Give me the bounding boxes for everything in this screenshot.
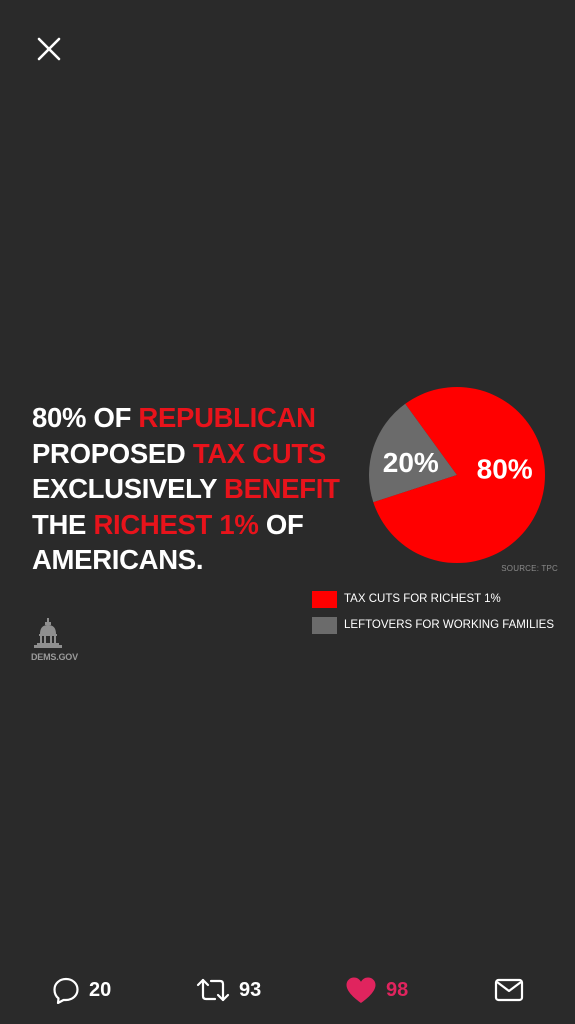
legend-label: LEFTOVERS FOR WORKING FAMILIES <box>344 619 555 631</box>
logo-text: DEMS.GOV <box>31 652 78 662</box>
legend-label: TAX CUTS FOR RICHEST 1% <box>344 593 501 605</box>
retweet-button[interactable]: 93 <box>196 970 261 1010</box>
legend-item: TAX CUTS FOR RICHEST 1% <box>312 590 554 608</box>
reply-count: 20 <box>89 978 112 1001</box>
pie-chart-svg: 20% 80% <box>369 387 545 563</box>
chart-source: SOURCE: TPC <box>501 564 558 573</box>
envelope-icon <box>494 978 524 1002</box>
pie-slice-tax-cuts <box>373 387 545 563</box>
heart-icon <box>346 977 376 1003</box>
close-icon <box>37 37 61 61</box>
infographic-image[interactable]: 80% OF REPUBLICAN PROPOSED TAX CUTS EXCL… <box>0 370 575 680</box>
headline-seg-red: RICHEST 1% <box>93 508 259 540</box>
pie-label-80: 80% <box>477 454 533 485</box>
retweet-count: 93 <box>239 978 262 1001</box>
headline-seg: THE <box>32 508 94 540</box>
headline-seg: OF AMERICANS. <box>32 508 304 576</box>
share-button[interactable] <box>494 970 524 1010</box>
reply-button[interactable]: 20 <box>52 970 111 1010</box>
like-count: 98 <box>386 978 409 1001</box>
headline-seg-red: BENEFIT <box>224 473 340 504</box>
legend-item: LEFTOVERS FOR WORKING FAMILIES <box>312 616 554 634</box>
pie-label-20: 20% <box>383 447 439 478</box>
pie-slice-leftovers <box>369 403 457 503</box>
dems-gov-logo: DEMS.GOV <box>31 618 78 664</box>
headline-seg-red: TAX CUTS <box>192 437 326 469</box>
close-button[interactable] <box>34 34 64 64</box>
headline-seg: 80% OF <box>32 402 139 433</box>
headline-seg-red: REPUBLICAN <box>138 402 316 433</box>
legend-swatch-gray <box>312 616 337 634</box>
retweet-icon <box>196 978 230 1002</box>
reply-icon <box>53 977 79 1004</box>
headline-seg: PROPOSED <box>32 437 193 469</box>
chart-legend: TAX CUTS FOR RICHEST 1% LEFTOVERS FOR WO… <box>312 590 554 642</box>
legend-swatch-red <box>312 590 337 608</box>
tweet-actions: 20 93 98 <box>0 970 575 1010</box>
headline: 80% OF REPUBLICAN PROPOSED TAX CUTS EXCL… <box>32 400 352 578</box>
headline-seg: EXCLUSIVELY <box>32 473 225 504</box>
like-button[interactable]: 98 <box>345 970 408 1010</box>
pie-chart: 20% 80% <box>368 386 546 564</box>
capitol-dome-icon <box>34 618 62 648</box>
